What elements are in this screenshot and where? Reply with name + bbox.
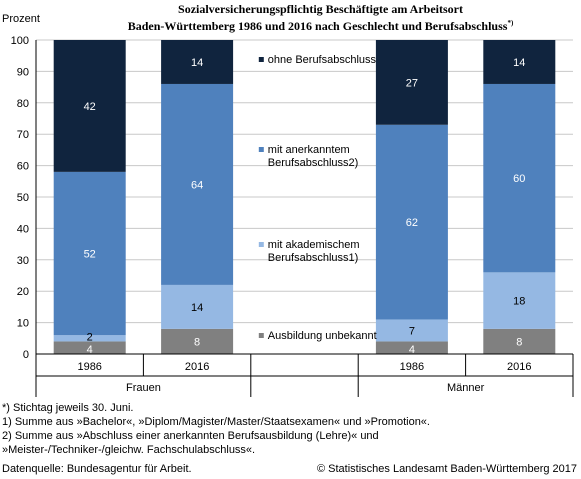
bar-segment	[375, 124, 448, 320]
chart-title-marker: *)	[507, 19, 514, 27]
x-tick-label: 2016	[507, 361, 531, 373]
bar-segment	[483, 83, 556, 273]
bar-segment	[483, 272, 556, 329]
stacked-bar-chart: Prozent 0 10 20 30 40 50 60 70 80 90 100 1986 2016 198…	[2, 13, 574, 397]
data-label: 8	[516, 336, 522, 348]
y-tick-label: 50	[17, 192, 29, 204]
bar-segment	[53, 40, 126, 172]
bar-segment	[483, 328, 556, 354]
legend-label: ohne Berufsabschluss	[268, 54, 377, 66]
data-label: 52	[84, 249, 96, 261]
footnote-2: 2) Summe aus »Abschluss einer anerkannte…	[2, 430, 379, 442]
y-tick-label: 80	[17, 98, 29, 110]
y-tick-label: 70	[17, 129, 29, 141]
legend-label: Berufsabschluss1)	[268, 252, 359, 264]
legend-label: mit akademischem	[268, 239, 360, 251]
footnote-2-cont: »Meister-/Techniker-/gleichw. Fachschula…	[2, 444, 256, 456]
data-label: 14	[191, 302, 203, 314]
legend-label: mit anerkanntem	[268, 144, 350, 156]
data-label: 8	[194, 336, 200, 348]
y-tick-label: 20	[17, 286, 29, 298]
y-tick-label: 100	[11, 35, 29, 47]
bar-segment	[161, 40, 234, 84]
footnote-stichtag: *) Stichtag jeweils 30. Juni.	[2, 402, 134, 414]
chart-title: Sozialversicherungspflichtig Beschäftigt…	[60, 2, 581, 33]
x-group-label: Frauen	[126, 382, 161, 394]
data-label: 2	[87, 331, 93, 343]
chart-title-line1: Sozialversicherungspflichtig Beschäftigt…	[178, 2, 463, 16]
y-tick-label: 30	[17, 255, 29, 267]
bar-segment	[161, 83, 234, 285]
x-tick-label: 2016	[185, 361, 209, 373]
chart-title-line2: Baden-Württemberg 1986 und 2016 nach Ges…	[60, 16, 581, 33]
data-label: 14	[513, 57, 525, 69]
bar-segment	[53, 335, 126, 342]
bar-segment	[375, 40, 448, 125]
y-tick-label: 0	[23, 349, 29, 361]
y-tick-label: 60	[17, 161, 29, 173]
legend-swatch	[258, 57, 264, 62]
legend-swatch	[258, 242, 264, 247]
copyright: © Statistisches Landesamt Baden-Württemb…	[316, 463, 577, 475]
bar-segment	[483, 40, 556, 84]
data-label: 64	[191, 179, 203, 191]
data-label: 60	[513, 173, 525, 185]
footer: Datenquelle: Bundesagentur für Arbeit. ©…	[2, 462, 579, 476]
data-source: Datenquelle: Bundesagentur für Arbeit.	[2, 463, 192, 475]
y-tick-label: 40	[17, 223, 29, 235]
data-label: 27	[406, 77, 418, 89]
x-group-label: Männer	[447, 382, 485, 394]
y-axis-label: Prozent	[2, 13, 40, 25]
bar-segment	[161, 328, 234, 354]
chart-title-line2-text: Baden-Württemberg 1986 und 2016 nach Ges…	[127, 19, 508, 33]
bar-segment	[375, 341, 448, 354]
legend-label: Ausbildung unbekannt	[268, 330, 377, 342]
data-label: 42	[84, 101, 96, 113]
footnote-1: 1) Summe aus »Bachelor«, »Diplom/Magiste…	[2, 416, 430, 428]
y-tick-label: 10	[17, 318, 29, 330]
data-label: 4	[409, 344, 415, 356]
legend-swatch	[258, 147, 264, 152]
bar-segment	[161, 284, 234, 329]
data-label: 62	[406, 217, 418, 229]
data-label: 18	[513, 296, 525, 308]
bar-segment	[53, 341, 126, 354]
legend-swatch	[258, 333, 264, 338]
data-label: 14	[191, 57, 203, 69]
bar-segment	[375, 319, 448, 342]
bar-segment	[53, 171, 126, 336]
legend-label: Berufsabschluss2)	[268, 157, 359, 169]
x-tick-label: 1986	[77, 361, 101, 373]
x-tick-label: 1986	[400, 361, 424, 373]
y-tick-label: 90	[17, 66, 29, 78]
data-label: 7	[409, 325, 415, 337]
data-label: 4	[87, 344, 93, 356]
footnotes: *) Stichtag jeweils 30. Juni. 1) Summe a…	[2, 401, 580, 457]
